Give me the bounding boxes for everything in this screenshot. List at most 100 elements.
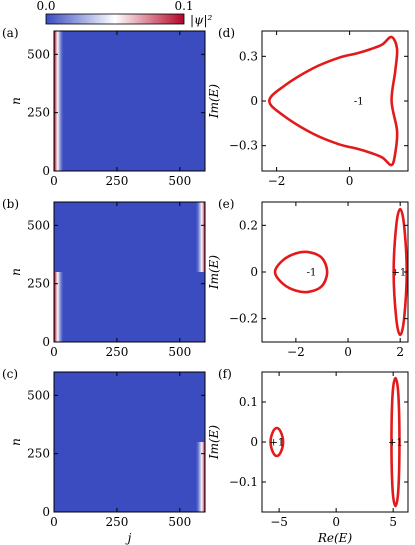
heatmap-cell [194,202,197,272]
panel-d: -1 −2 0 −0.3 0 0.3 Im(E) (d) [207,26,409,188]
heatmap-cell [59,31,61,171]
heatmap-cell [58,272,60,342]
heatmap-cell [56,272,58,342]
colorbar-quantity-label: |ψ|² [190,13,212,27]
heatmap-cell [202,202,204,272]
x-tick-label: 250 [105,174,128,188]
winding-number-label: -1 [307,268,317,279]
panel-label: (d) [218,26,235,40]
panel-a: 0 250 500 0 250 500 n (a) [2,26,206,188]
heatmap-cell [63,272,65,342]
heatmap-cell [199,202,201,272]
heatmap-cell [54,31,56,171]
y-tick-label: 0.2 [239,218,258,232]
y-tick-label: 250 [27,447,50,461]
heatmap-cell [194,442,197,512]
spectrum-loop [392,207,408,337]
y-tick-label: 0 [250,435,258,449]
winding-number-label: +1 [388,438,403,449]
y-tick-label: 0 [250,265,258,279]
axes-frame [261,201,409,343]
x-tick-label: 0 [50,345,58,359]
spectrum-loop [269,426,285,458]
heatmap-cell [59,272,61,342]
heatmap-cell [55,31,57,171]
series-group [273,207,408,337]
heatmap-cell [195,442,197,512]
y-tick-label: 500 [27,218,50,232]
x-tick-label: 0 [50,174,58,188]
heatmap-cell [199,442,201,512]
heatmap-cell [203,442,205,512]
heatmap-cell [197,442,199,512]
axes-frame [53,201,206,343]
x-tick-label: −5 [270,515,288,529]
series-group [269,376,401,508]
panel-label: (b) [2,197,19,211]
y-axis-label: n [9,268,23,276]
x-tick-label: 0 [332,515,340,529]
heatmap-cell [57,31,59,171]
winding-number-label: +1 [392,268,407,279]
heatmap-cell [62,272,64,342]
x-tick-label: −2 [287,345,305,359]
panel-label: (a) [2,26,19,40]
colorbar: 0.0 0.1 |ψ|² [36,0,212,27]
heatmap-cell [201,202,203,272]
y-tick-label: 0 [42,335,50,349]
heatmap-cell [62,31,64,171]
x-tick-label: 500 [168,515,191,529]
heatmap-cell [60,31,62,171]
y-tick-label: 0 [250,94,258,108]
x-tick-label: 250 [105,345,128,359]
series-group [268,35,399,167]
colorbar-max-label: 0.1 [174,0,193,13]
heatmap-cell [197,442,199,512]
colorbar-min-label: 0.0 [36,0,55,13]
heatmap-cell [200,202,202,272]
x-tick-label: −2 [268,174,286,188]
heatmap-cell [59,272,61,342]
x-tick-label: 5 [389,515,397,529]
heatmap-cells [54,202,205,342]
heatmap-cell [61,272,63,342]
heatmap-cell [202,202,204,272]
panel-b: 0 250 500 0 250 500 n (b) [2,197,206,359]
x-axis-label: Re(E) [317,531,353,545]
x-tick-label: 0 [346,174,354,188]
heatmap-cell [199,442,202,512]
x-tick-label: 0 [344,345,352,359]
x-tick-label: 250 [105,515,128,529]
x-tick-label: 500 [168,174,191,188]
y-axis-label: Im(E) [207,255,221,291]
heatmap-cell [196,442,198,512]
y-axis-label: n [9,438,23,446]
heatmap-cell [57,272,59,342]
winding-number-label: -1 [354,97,364,108]
y-tick-label: 0 [42,505,50,519]
panel-label: (e) [218,197,234,211]
y-tick-label: 500 [27,388,50,402]
y-tick-label: 0 [42,164,50,178]
axes-frame [53,30,206,172]
heatmap-cell [56,31,58,171]
heatmap-cell [200,442,202,512]
heatmap-background [54,372,205,512]
x-tick-label: 0 [50,515,58,529]
panel-label: (f) [218,367,232,381]
heatmap-cell [197,202,199,272]
colorbar-gradient [45,13,185,25]
winding-number-label: +1 [269,438,284,449]
heatmap-cell [196,202,198,272]
heatmap-background [54,202,205,342]
heatmap-cell [202,442,204,512]
heatmap-cell [203,202,205,272]
heatmap-cell [61,31,63,171]
y-tick-label: −0.1 [229,475,258,489]
heatmap-cell [197,202,199,272]
heatmap-cell [60,272,62,342]
heatmap-cell [61,31,64,171]
y-tick-label: −0.3 [229,139,258,153]
